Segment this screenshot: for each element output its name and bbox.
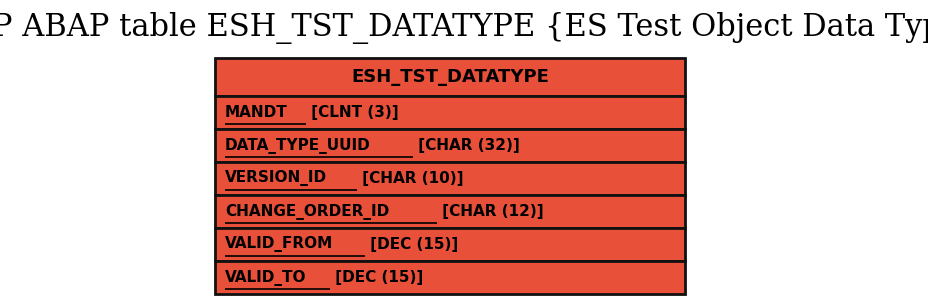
Bar — [214, 261, 684, 294]
Bar — [214, 228, 684, 261]
Text: [CLNT (3)]: [CLNT (3)] — [305, 105, 398, 120]
Text: VERSION_ID: VERSION_ID — [225, 170, 327, 187]
Text: DATA_TYPE_UUID: DATA_TYPE_UUID — [225, 138, 370, 153]
Text: MANDT: MANDT — [225, 105, 288, 120]
Text: [DEC (15)]: [DEC (15)] — [365, 237, 458, 252]
Bar — [214, 195, 684, 228]
Text: [CHAR (32)]: [CHAR (32)] — [413, 138, 520, 153]
Text: VALID_FROM: VALID_FROM — [225, 237, 333, 252]
Text: [CHAR (12)]: [CHAR (12)] — [436, 204, 543, 219]
Text: ESH_TST_DATATYPE: ESH_TST_DATATYPE — [351, 68, 548, 86]
Text: [CHAR (10)]: [CHAR (10)] — [356, 171, 463, 186]
Bar — [214, 162, 684, 195]
Bar — [214, 96, 684, 129]
Text: SAP ABAP table ESH_TST_DATATYPE {ES Test Object Data Type}: SAP ABAP table ESH_TST_DATATYPE {ES Test… — [0, 12, 928, 44]
Bar — [214, 129, 684, 162]
Text: CHANGE_ORDER_ID: CHANGE_ORDER_ID — [225, 204, 389, 219]
Text: VALID_TO: VALID_TO — [225, 269, 306, 286]
Bar — [214, 58, 684, 96]
Text: [DEC (15)]: [DEC (15)] — [329, 270, 423, 285]
